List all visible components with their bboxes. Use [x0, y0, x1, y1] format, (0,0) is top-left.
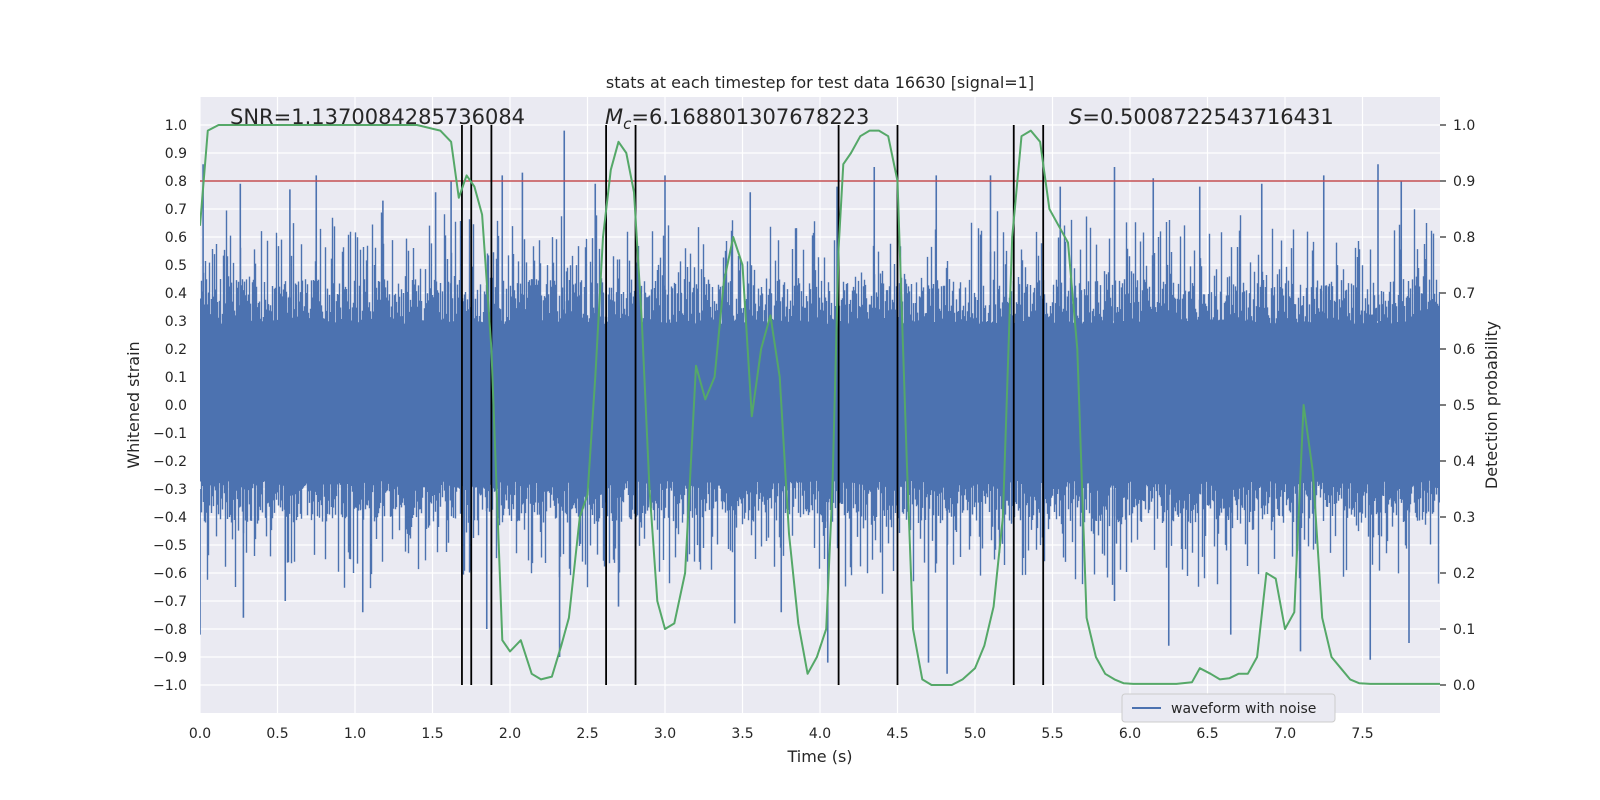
y-tick-label: 0.4 [165, 286, 187, 302]
x-tick-label: 3.0 [654, 726, 676, 742]
mc-symbol: M [605, 105, 623, 129]
y-tick-label: −0.4 [153, 510, 187, 526]
x-tick-label: 0.5 [266, 726, 288, 742]
y-tick-label: −0.8 [153, 622, 187, 638]
y-tick-label: −1.0 [153, 678, 187, 694]
x-tick-label: 2.0 [499, 726, 521, 742]
y2-tick-label: 0.2 [1453, 566, 1475, 582]
x-tick-label: 3.5 [731, 726, 753, 742]
x-tick-label: 0.0 [189, 726, 211, 742]
y-tick-label: 0.9 [165, 146, 187, 162]
y2-tick-label: 0.3 [1453, 510, 1475, 526]
legend-box [1121, 693, 1336, 723]
x-tick-label: 4.0 [809, 726, 831, 742]
y-tick-label: −0.5 [153, 538, 187, 554]
mc-value: =6.168801307678223 [631, 105, 869, 129]
s-symbol: S [1069, 105, 1082, 129]
y-tick-label: 0.7 [165, 202, 187, 218]
y2-tick-label: 0.1 [1453, 622, 1475, 638]
x-tick-label: 1.0 [344, 726, 366, 742]
y-tick-label: −0.6 [153, 566, 187, 582]
s-value: =0.5008722543716431 [1082, 105, 1333, 129]
y2-tick-label: 1.0 [1453, 118, 1475, 134]
x-tick-label: 6.5 [1196, 726, 1218, 742]
x-tick-label: 7.5 [1351, 726, 1373, 742]
y-axis-ticks: −1.0 −0.9 −0.8 −0.7 −0.6 −0.5 −0.4 −0.3 −0.2 −0.1… [153, 118, 187, 694]
y2-tick-label: 0.0 [1453, 678, 1475, 694]
y-tick-label: −0.3 [153, 482, 187, 498]
y-tick-label: 0.6 [165, 230, 187, 246]
snr-annotation: SNR=1.1370084285736084 [230, 105, 525, 129]
x-axis-ticks: 0.0 0.5 1.0 1.5 2.0 2.5 3.0 3.5 4.0 4.5 5.0 5.5 6.0 6… [189, 726, 1374, 742]
mc-subscript: c [623, 115, 632, 133]
y2-axis-label: Detection probability [1482, 321, 1501, 489]
y2-tick-label: 0.7 [1453, 286, 1475, 302]
waveform-series [200, 130, 1440, 674]
y2-axis-ticks: 0.0 0.1 0.2 0.3 0.4 0.5 0.6 0.7 0.8 0.9 1.0 [1440, 118, 1475, 694]
s-annotation: S=0.5008722543716431 [1069, 105, 1334, 129]
y-tick-label: 0.1 [165, 370, 187, 386]
chart-title: stats at each timestep for test data 166… [606, 73, 1034, 92]
y-tick-label: −0.2 [153, 454, 187, 470]
legend: waveform with noise [1121, 693, 1336, 723]
y-tick-label: 0.8 [165, 174, 187, 190]
y2-tick-label: 0.8 [1453, 230, 1475, 246]
y-tick-label: 0.2 [165, 342, 187, 358]
x-tick-label: 7.0 [1274, 726, 1296, 742]
y-tick-label: −0.7 [153, 594, 187, 610]
y2-tick-label: 0.5 [1453, 398, 1475, 414]
x-tick-label: 6.0 [1119, 726, 1141, 742]
y2-tick-label: 0.6 [1453, 342, 1475, 358]
y-tick-label: 1.0 [165, 118, 187, 134]
legend-entry-waveform: waveform with noise [1171, 701, 1316, 717]
y2-tick-label: 0.9 [1453, 174, 1475, 190]
probability-series-line [200, 124, 1440, 686]
y-tick-label: 0.5 [165, 258, 187, 274]
mc-annotation: Mc=6.168801307678223 [605, 105, 869, 133]
event-markers [461, 125, 1045, 685]
x-tick-label: 2.5 [576, 726, 598, 742]
x-tick-label: 5.5 [1041, 726, 1063, 742]
x-tick-label: 1.5 [421, 726, 443, 742]
x-tick-label: 5.0 [964, 726, 986, 742]
y-tick-label: 0.3 [165, 314, 187, 330]
y2-tick-label: 0.4 [1453, 454, 1475, 470]
x-tick-label: 4.5 [886, 726, 908, 742]
x-axis-label: Time (s) [786, 747, 852, 766]
y-tick-label: 0.0 [165, 398, 187, 414]
y-axis-label: Whitened strain [124, 341, 143, 468]
y-tick-label: −0.9 [153, 650, 187, 666]
y-tick-label: −0.1 [153, 426, 187, 442]
